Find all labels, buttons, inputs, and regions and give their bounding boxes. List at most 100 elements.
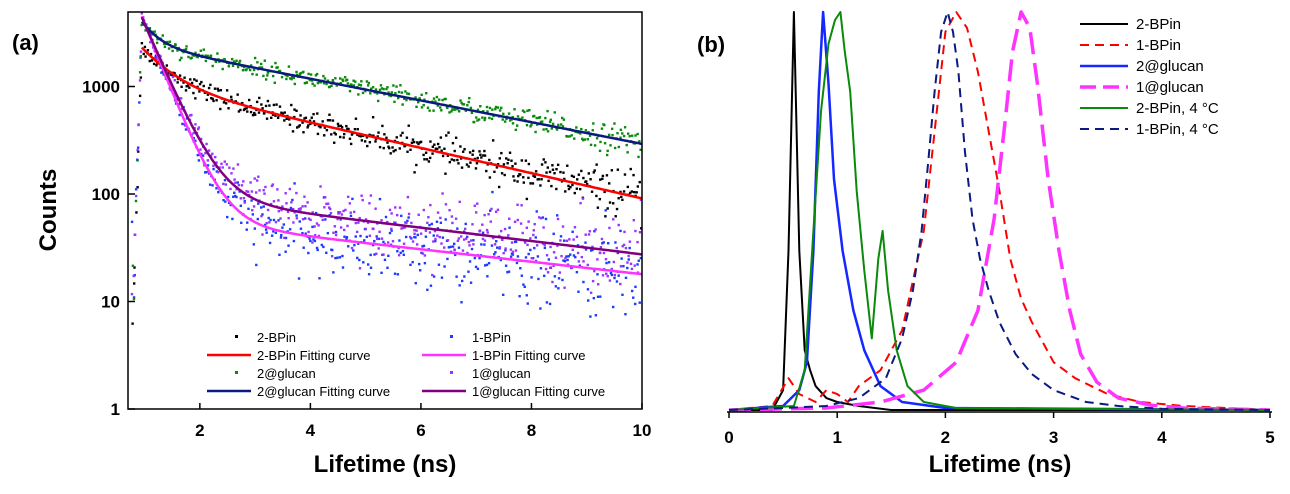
series-1-bpin-point xyxy=(434,239,437,243)
series-2-glucan-point xyxy=(638,140,641,143)
series-1-bpin-point xyxy=(341,254,344,258)
series-2-bpin-point xyxy=(253,113,257,116)
series-1-glucan-point xyxy=(596,258,599,261)
series-1-bpin-point xyxy=(353,243,356,247)
series-2-glucan-point xyxy=(253,56,257,60)
legend-item-2-bpin: 2-BPin xyxy=(1080,16,1181,33)
series-2-bpin-point xyxy=(446,154,450,157)
series-1-glucan-point xyxy=(306,201,309,204)
series-1-glucan-point xyxy=(630,267,634,271)
series-1-glucan-point xyxy=(486,231,489,234)
series-2-glucan-point xyxy=(211,64,214,68)
series-1-glucan-point xyxy=(537,216,541,219)
series-2-glucan-point xyxy=(276,66,279,69)
series-2-glucan-point xyxy=(134,199,138,203)
series-1-bpin-point xyxy=(215,170,219,173)
series-2-bpin-point xyxy=(283,111,286,114)
series-2-glucan-point xyxy=(365,80,369,83)
series-2-bpin-point xyxy=(496,162,500,166)
series-1-glucan-point xyxy=(149,40,152,44)
series-2-bpin-point xyxy=(398,147,401,150)
series-2-glucan-point xyxy=(136,159,139,162)
series-2-glucan-point xyxy=(529,125,532,128)
series-2-bpin-point xyxy=(471,153,474,156)
series-2-bpin-point xyxy=(280,111,283,114)
series-2-bpin-point xyxy=(310,116,313,119)
series-1-glucan-point xyxy=(431,273,434,277)
series-2-bpin-point xyxy=(366,144,369,148)
series-2-bpin-point xyxy=(626,185,630,189)
series-1-bpin-point xyxy=(504,249,507,252)
series-2-glucan-point xyxy=(285,77,288,81)
series-2-glucan-point xyxy=(352,84,356,87)
series-2-bpin-point xyxy=(192,91,195,95)
series-2-glucan-point xyxy=(178,58,182,62)
series-2-bpin-point xyxy=(451,141,455,145)
series-1-bpin-point xyxy=(280,234,283,237)
series-2-glucan-point xyxy=(310,79,314,82)
series-2-bpin-point xyxy=(544,161,547,164)
series-1-glucan-point xyxy=(155,57,158,61)
series-2-bpin-point xyxy=(198,82,202,86)
series-1-bpin-point xyxy=(446,257,449,261)
series-2-bpin-point xyxy=(357,134,361,137)
series-1-glucan-point xyxy=(378,230,381,233)
series-2-glucan-point xyxy=(513,108,516,111)
series-2-glucan-point xyxy=(299,71,302,75)
series-2-bpin-point xyxy=(266,99,270,103)
legend-item-2-glucan: 2@glucan xyxy=(235,366,316,381)
series-1-bpin-point xyxy=(559,235,563,238)
series-1-glucan-point xyxy=(221,166,224,169)
series-1-glucan-point xyxy=(527,220,530,223)
series-2-bpin-point xyxy=(219,107,222,111)
series-2-glucan-point xyxy=(335,84,338,87)
series-1-glucan-point xyxy=(572,238,575,241)
series-2-bpin-point xyxy=(570,174,574,178)
panel-a-x-tick-label: 10 xyxy=(633,421,652,440)
series-2-glucan-point xyxy=(352,79,355,82)
series-1-glucan-point xyxy=(326,202,330,205)
series-2-bpin-point xyxy=(444,172,447,175)
series-2-glucan-point xyxy=(393,100,396,104)
series-1-glucan-point xyxy=(594,228,597,231)
series-2-glucan-point xyxy=(328,85,331,89)
series-1-glucan-point xyxy=(638,231,642,234)
series-1-glucan-point xyxy=(400,227,403,230)
series-1-bpin-point xyxy=(313,239,317,243)
series-1-glucan-point xyxy=(246,190,250,193)
series-2-glucan-point xyxy=(593,144,597,147)
panel-b-lines xyxy=(728,10,1271,412)
series-1-glucan-point xyxy=(136,148,139,152)
series-2-bpin-point xyxy=(407,124,410,127)
series-2-glucan-point xyxy=(544,116,547,120)
series-2-bpin-point xyxy=(424,151,428,154)
series-2-glucan-point xyxy=(168,40,172,43)
series-2-bpin-point xyxy=(350,133,354,136)
series-1-bpin-point xyxy=(366,263,370,266)
series-2-bpin-point xyxy=(276,116,280,120)
series-1-bpin-point xyxy=(322,196,326,199)
series-2-glucan-point xyxy=(132,297,136,301)
panel-a-x-ticks: 2 4 6 8 10 xyxy=(195,403,651,440)
series-2-glucan-point xyxy=(348,89,352,93)
panel-b-x-tick-label: 1 xyxy=(832,428,841,447)
series-1-bpin-point xyxy=(586,288,590,291)
series-1-bpin-point xyxy=(617,274,620,277)
series-2-glucan-point xyxy=(502,112,505,116)
series-1-glucan-point xyxy=(598,251,602,255)
series-2-bpin-point xyxy=(176,77,180,81)
series-1-bpin-point xyxy=(545,301,549,304)
series-1-bpin-point xyxy=(293,182,296,185)
series-1-glucan-point xyxy=(560,254,563,258)
series-2-glucan-point xyxy=(403,97,406,100)
series-1-glucan-point xyxy=(516,218,519,222)
series-2-bpin-point xyxy=(616,168,620,171)
series-2-glucan-point xyxy=(185,45,188,48)
series-1-bpin-point xyxy=(557,287,560,290)
series-2-bpin-point xyxy=(439,136,443,139)
series-1-bpin-point xyxy=(599,295,602,298)
series-2-glucan-point xyxy=(334,77,337,80)
series-2-glucan-point xyxy=(194,51,197,55)
series-2-bpin-point xyxy=(194,97,197,100)
series-2-bpin-point xyxy=(475,162,479,165)
